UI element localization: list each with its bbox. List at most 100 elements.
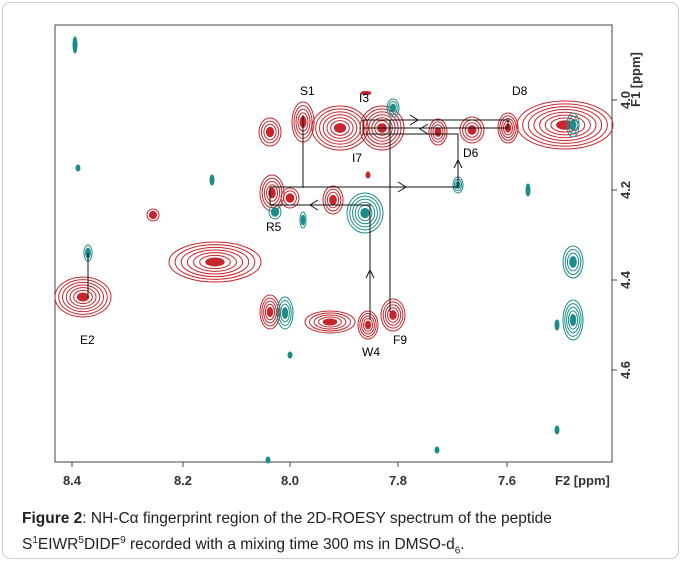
caption-sub: 6 <box>454 545 461 557</box>
contour <box>326 117 354 139</box>
contour <box>567 310 579 330</box>
contour <box>539 111 591 139</box>
contour <box>364 320 372 330</box>
caption-text: . <box>460 536 465 554</box>
y-tick-label: 4.0 <box>618 91 633 109</box>
contour <box>266 184 278 202</box>
caption-sup: 5 <box>78 535 84 546</box>
peak-label: F9 <box>393 333 407 347</box>
contour <box>554 425 560 435</box>
contour <box>569 256 577 268</box>
contour <box>564 303 582 337</box>
contour <box>186 249 244 275</box>
caption-line: S1EIWR5DIDF9 recorded with a mixing time… <box>22 530 672 562</box>
peak-label: I7 <box>352 151 362 165</box>
caption-text: S <box>22 536 33 554</box>
contour <box>330 120 350 136</box>
contour <box>258 117 282 147</box>
contour <box>265 126 275 138</box>
contour <box>434 446 440 454</box>
contour <box>263 123 277 141</box>
contour <box>69 287 97 307</box>
contour <box>322 185 344 215</box>
caption-text: EIWR <box>37 536 79 554</box>
contour <box>387 307 399 323</box>
peak-label: E2 <box>80 333 95 347</box>
contour <box>209 174 215 186</box>
contour <box>54 276 112 318</box>
caption-line: Figure 2: NH-Cα fingerprint region of th… <box>22 508 672 530</box>
contour <box>263 300 277 324</box>
contour <box>467 125 477 135</box>
contour <box>266 306 274 318</box>
contour <box>384 304 402 326</box>
contour <box>65 284 101 310</box>
contour <box>333 123 347 133</box>
contour <box>278 300 292 326</box>
contour <box>148 210 158 220</box>
contour <box>299 211 307 229</box>
peak-label: R5 <box>266 220 282 234</box>
contour <box>304 310 356 334</box>
contour <box>464 122 480 138</box>
contour <box>361 315 375 335</box>
contour <box>357 310 379 340</box>
x-tick-label: 8.2 <box>174 473 192 488</box>
contour <box>386 98 400 118</box>
roesy-connections <box>87 114 510 320</box>
contour <box>562 299 584 341</box>
contour <box>360 207 370 219</box>
contour <box>527 106 603 144</box>
contour <box>280 187 300 209</box>
contour <box>569 314 577 326</box>
contour <box>566 112 580 138</box>
contour <box>324 188 342 212</box>
contour <box>322 114 358 142</box>
contour <box>58 279 108 315</box>
x-tick-label: 7.6 <box>498 473 516 488</box>
contour <box>309 312 351 332</box>
contour <box>72 36 78 54</box>
contour <box>205 257 225 267</box>
contour <box>522 103 608 147</box>
spectrum: S1 I3 D8 I7 D6 R5 E2 W4 F9 F2 [ppm] F1 [… <box>54 24 643 488</box>
contour <box>75 164 81 172</box>
contour <box>322 318 338 326</box>
contour <box>432 124 444 140</box>
y-tick-label: 4.4 <box>618 270 633 289</box>
axis-ticks: 8.4 8.2 8.0 7.8 7.6 4.0 4.2 4.4 4.6 <box>63 91 633 488</box>
contour <box>544 114 586 136</box>
contour <box>329 194 337 206</box>
contour <box>259 294 281 330</box>
contour <box>199 254 231 270</box>
contour <box>270 207 280 217</box>
x-axis-label: F2 [ppm] <box>555 473 610 488</box>
contour <box>264 303 276 321</box>
contour <box>276 296 294 330</box>
contour <box>326 191 340 209</box>
contour <box>300 214 306 226</box>
contour <box>516 100 614 150</box>
contour <box>318 316 342 328</box>
contour <box>382 301 404 329</box>
contour <box>388 101 398 115</box>
contour <box>459 116 485 144</box>
contour <box>287 351 293 359</box>
contour <box>263 181 281 205</box>
contour <box>174 244 256 280</box>
contour <box>280 303 290 323</box>
contour <box>352 198 378 228</box>
caption-text: : NH-Cα fingerprint region of the 2D-ROE… <box>82 510 552 527</box>
caption: Figure 2: NH-Cα fingerprint region of th… <box>22 508 672 562</box>
contour <box>354 201 376 225</box>
contour <box>562 245 584 279</box>
caption-sup: 9 <box>120 535 126 546</box>
y-tick-label: 4.6 <box>618 361 633 379</box>
contour <box>566 306 580 334</box>
contour <box>380 298 406 332</box>
contour <box>260 120 280 144</box>
contour <box>180 246 250 278</box>
plot-area <box>54 24 613 463</box>
contour <box>525 183 531 197</box>
